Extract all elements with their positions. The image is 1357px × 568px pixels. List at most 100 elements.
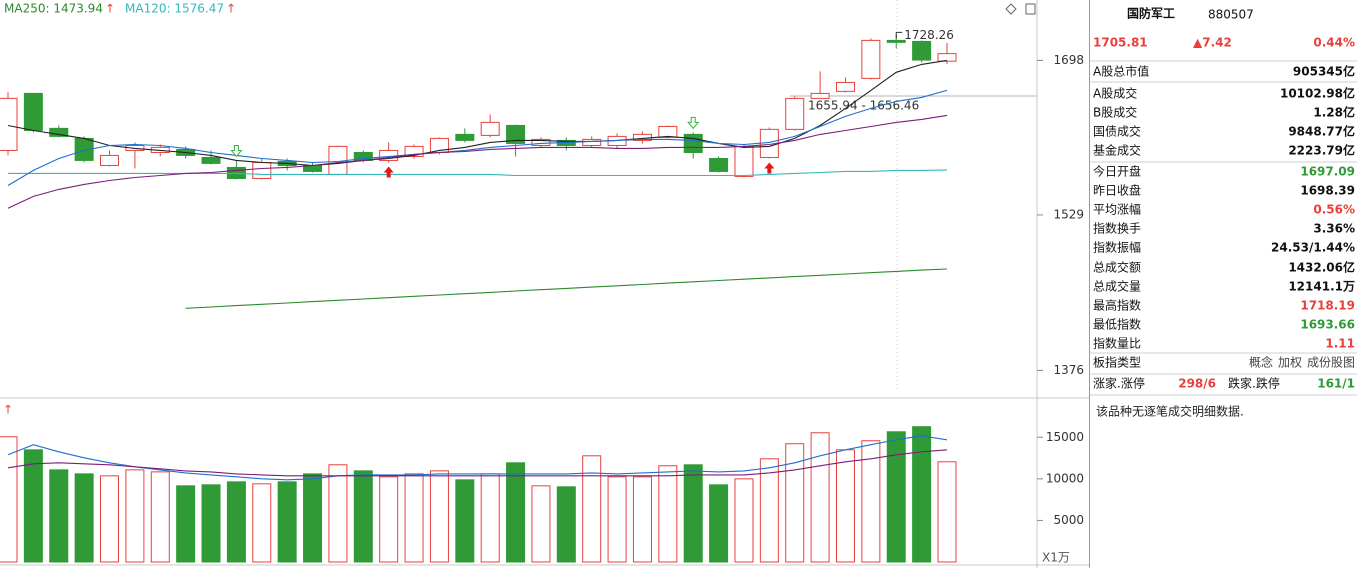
candle-body	[861, 39, 881, 79]
breadth-value: 161/1	[1317, 377, 1355, 391]
volume-bar	[658, 465, 678, 563]
row-value: 1432.06亿	[1288, 260, 1355, 275]
row-label: A股成交	[1093, 86, 1137, 101]
row-value: 1.11	[1325, 337, 1355, 351]
y-tick-label: 10000	[1046, 471, 1084, 485]
plot: 1376 1529 1698 5000 10000 15000 1728.26 MA250: …	[0, 2, 1084, 563]
candle-body	[531, 138, 551, 146]
volume-bar	[886, 431, 906, 563]
volume-bar	[100, 475, 120, 563]
candle-body	[582, 138, 602, 146]
volume-bar	[835, 449, 855, 563]
candle-body	[404, 145, 424, 157]
row-label: 总成交量	[1093, 279, 1141, 294]
volume-bar	[23, 449, 43, 563]
candle-body	[23, 92, 43, 131]
row-label: A股总市值	[1093, 64, 1149, 79]
row-value: 12141.1万	[1288, 280, 1355, 294]
diamond-icon[interactable]	[1005, 3, 1017, 15]
row-label: 总成交额	[1093, 260, 1141, 275]
row-label: 国债成交	[1093, 124, 1141, 139]
ma-line	[7, 449, 948, 477]
candle-body	[886, 39, 906, 43]
buy-arrow	[764, 162, 775, 174]
volume-unit: X1万	[1042, 551, 1070, 565]
legend-arrow: ↑	[226, 2, 236, 16]
sell-arrow	[687, 116, 700, 130]
volume-bar	[734, 478, 754, 563]
legend-entry: MA120: 1576.47	[125, 2, 224, 16]
index-type-link[interactable]: 概念	[1249, 355, 1273, 370]
candle-body	[0, 97, 18, 151]
volume-bar	[74, 473, 94, 563]
volume-bar	[277, 481, 297, 563]
gap-label: 1655.94 - 1656.46	[808, 99, 919, 113]
index-type-link[interactable]: 加权	[1278, 356, 1302, 370]
panel-change-pct: 0.44%	[1313, 36, 1355, 50]
row-label: 指数换手	[1093, 221, 1141, 236]
volume-bar	[303, 473, 323, 563]
y-tick-label: 15000	[1046, 430, 1084, 444]
volume-bar	[201, 484, 221, 563]
volume-bar	[709, 484, 729, 563]
candle-body	[835, 81, 855, 92]
candle-body	[201, 156, 221, 164]
row-label: 昨日收盘	[1093, 183, 1141, 198]
sell-arrow	[230, 144, 243, 158]
volume-bar	[252, 483, 272, 563]
candle-body	[912, 40, 932, 61]
buy-arrow	[383, 166, 394, 178]
volume-bar	[556, 486, 576, 563]
y-tick-label: 1376	[1053, 363, 1084, 377]
candle-body	[480, 121, 500, 136]
row-label: 指数振幅	[1093, 240, 1141, 255]
ma-line	[7, 435, 948, 481]
volume-bar	[125, 469, 145, 563]
y-tick-label: 1698	[1053, 53, 1084, 67]
breadth-label: 跌家.跌停	[1228, 376, 1280, 391]
panel-price: 1705.81	[1093, 36, 1148, 50]
row-value: 905345亿	[1293, 64, 1355, 79]
candle-body	[937, 53, 957, 62]
volume-bar	[531, 485, 551, 563]
panel-note: 该品种无逐笔成交明细数据.	[1096, 404, 1244, 419]
row-label: 基金成交	[1093, 143, 1141, 158]
row-value: 3.36%	[1313, 222, 1355, 236]
row-value: 1.28亿	[1313, 105, 1355, 120]
row-value: 0.56%	[1313, 203, 1355, 217]
square-icon[interactable]	[1025, 3, 1036, 15]
ma-line	[8, 169, 948, 177]
candle-body	[658, 125, 678, 138]
candle-body	[785, 97, 805, 130]
volume-bar	[785, 443, 805, 563]
candle-body	[455, 133, 475, 141]
breadth-value: 298/6	[1178, 377, 1216, 391]
ma-line	[7, 59, 948, 167]
quote-panel: 国防军工 880507 1705.81 ▲7.42 0.44% A股总市值 905345亿 A…	[1090, 6, 1357, 419]
volume-bar	[150, 471, 170, 563]
volume-bar	[379, 476, 399, 563]
ma-line	[7, 114, 948, 209]
volume-bar	[912, 426, 932, 563]
volume-bar	[861, 440, 881, 563]
candle-body	[100, 154, 120, 166]
candle-body	[683, 133, 703, 153]
legend-arrow: ↑	[105, 2, 115, 16]
volume-bar	[480, 473, 500, 563]
index-type-link[interactable]: 成份股图	[1307, 356, 1355, 370]
row-label: 指数量比	[1093, 336, 1141, 351]
volume-bar	[810, 432, 830, 563]
volume-bar	[328, 464, 348, 563]
breadth-label: 涨家.涨停	[1093, 376, 1145, 391]
y-tick-label: 5000	[1053, 513, 1084, 527]
volume-arrow: ↑	[3, 403, 13, 417]
row-value: 1693.66	[1300, 318, 1355, 332]
candle-body	[709, 157, 729, 172]
row-value: 1698.39	[1300, 184, 1355, 198]
row-label: B股成交	[1093, 105, 1137, 120]
volume-bar	[759, 458, 779, 563]
high-marker	[895, 31, 903, 39]
row-label: 平均涨幅	[1093, 202, 1141, 217]
row-value: 10102.98亿	[1280, 86, 1355, 101]
